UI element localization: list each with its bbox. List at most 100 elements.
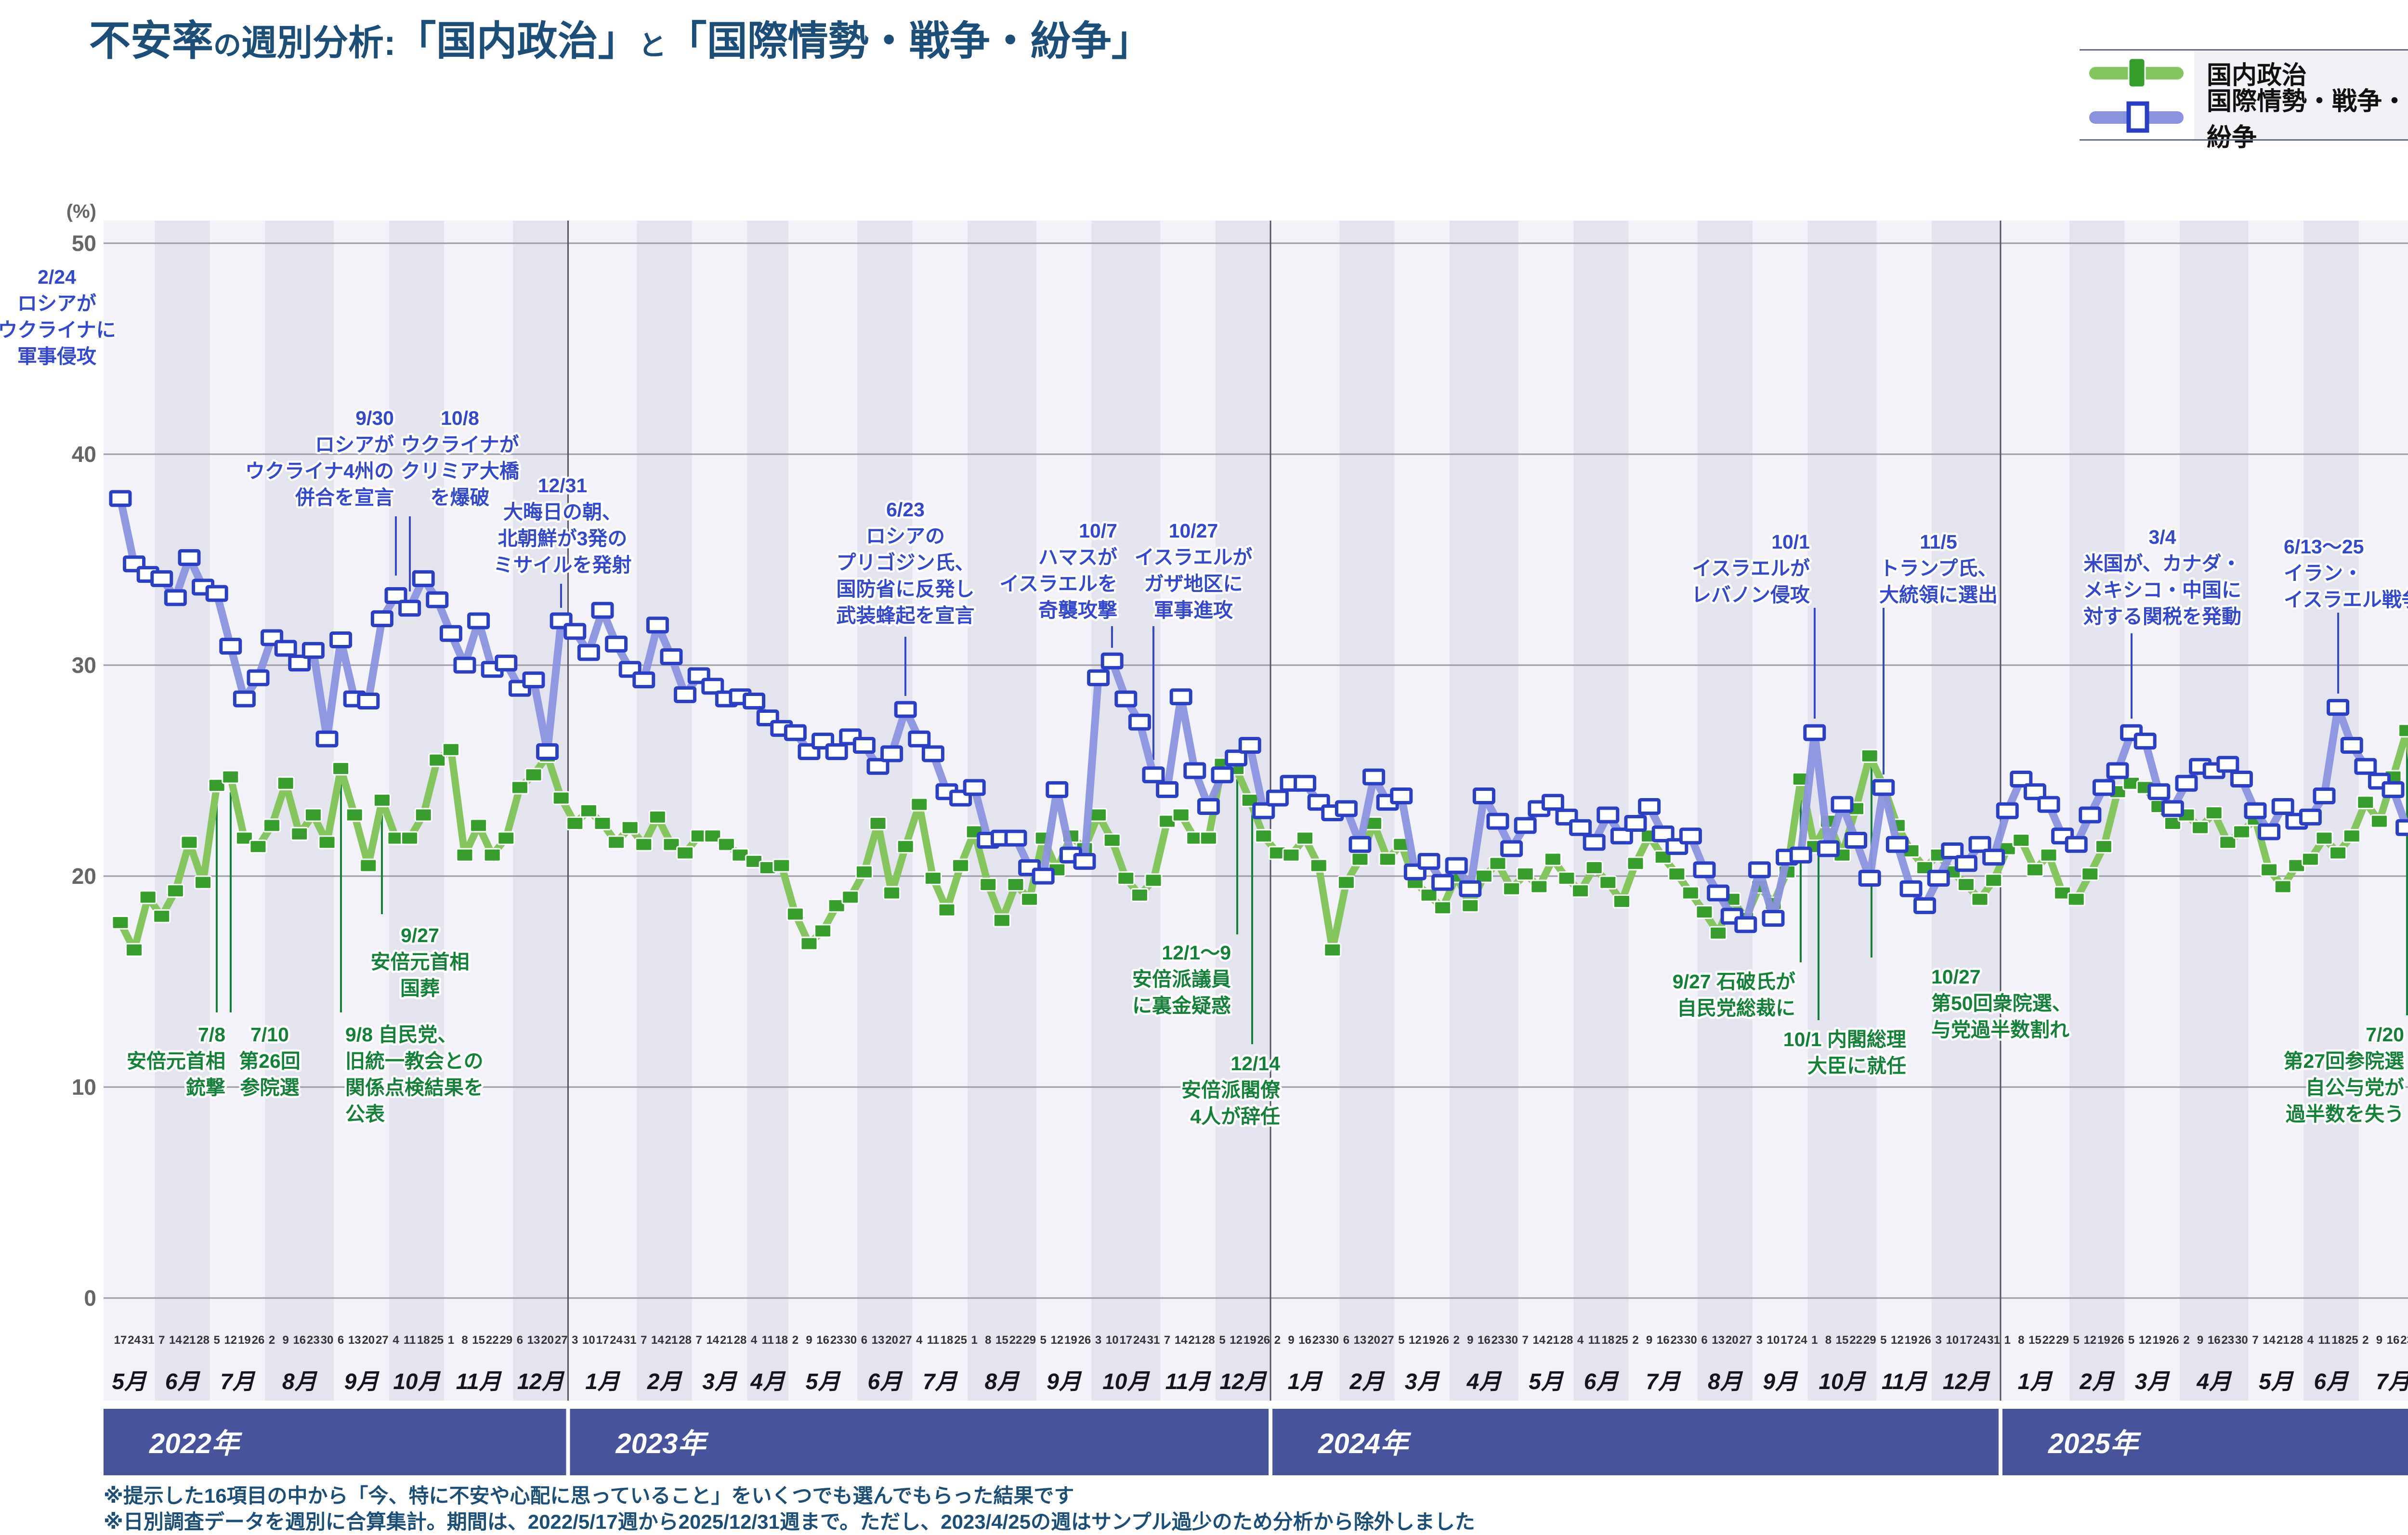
- domestic-data-point: [1586, 861, 1602, 874]
- week-tick-label: 26: [1918, 1334, 1931, 1347]
- week-tick-label: 16: [293, 1334, 306, 1347]
- week-tick-label: 16: [1657, 1334, 1670, 1347]
- international-data-point: [2163, 802, 2182, 815]
- week-tick-label: 29: [2056, 1334, 2069, 1347]
- international-data-point: [1213, 768, 1232, 782]
- domestic-data-point: [580, 804, 597, 817]
- international-data-point: [1461, 882, 1480, 895]
- week-tick-label: 3: [572, 1334, 578, 1347]
- international-data-point: [249, 671, 268, 684]
- week-tick-label: 30: [844, 1334, 857, 1347]
- week-tick-label: 25: [2345, 1334, 2358, 1347]
- domestic-data-point: [980, 879, 996, 891]
- week-tick-label: 18: [1601, 1334, 1614, 1347]
- week-tick-label: 3: [1756, 1334, 1763, 1347]
- international-data-point: [2067, 838, 2086, 851]
- week-tick-label: 5: [2128, 1334, 2134, 1347]
- domestic-data-point: [1558, 872, 1575, 884]
- domestic-data-point: [856, 866, 872, 878]
- week-tick-label: 7: [1164, 1334, 1170, 1347]
- international-data-point: [2232, 773, 2251, 786]
- week-tick-label: 28: [2290, 1334, 2303, 1347]
- week-tick-label: 18: [417, 1334, 430, 1347]
- month-band: [1932, 221, 2001, 1401]
- international-data-point: [1571, 821, 1590, 834]
- international-data-point: [1419, 854, 1439, 868]
- domestic-data-point: [2233, 826, 2250, 838]
- week-tick-label: 5: [2073, 1334, 2080, 1347]
- international-data-point: [1089, 671, 1108, 684]
- month-label: 6月: [2314, 1369, 2350, 1394]
- week-tick-label: 29: [1863, 1334, 1876, 1347]
- week-tick-label: 18: [941, 1334, 954, 1347]
- international-data-point: [331, 633, 351, 646]
- international-data-point: [166, 591, 185, 604]
- month-band: [692, 221, 747, 1401]
- international-data-point: [1075, 854, 1094, 868]
- international-data-point: [1047, 783, 1067, 796]
- international-data-point: [441, 627, 460, 640]
- week-tick-label: 27: [899, 1334, 912, 1347]
- domestic-data-point: [2041, 849, 2057, 861]
- week-tick-label: 7: [641, 1334, 647, 1347]
- international-data-point: [2383, 783, 2403, 796]
- month-label: 9月: [1047, 1369, 1082, 1394]
- week-tick-label: 1: [2004, 1334, 2011, 1347]
- domestic-data-point: [443, 743, 459, 756]
- international-data-point: [1984, 851, 2003, 864]
- month-label: 7月: [923, 1369, 958, 1394]
- month-label: 11月: [1165, 1369, 1212, 1394]
- week-tick-label: 16: [1298, 1334, 1311, 1347]
- international-data-point: [2342, 738, 2361, 752]
- domestic-data-point: [511, 781, 528, 794]
- international-data-point: [2329, 701, 2348, 714]
- week-tick-label: 27: [1381, 1334, 1394, 1347]
- domestic-data-point: [2206, 807, 2222, 819]
- week-tick-label: 4: [751, 1334, 758, 1347]
- international-data-point: [2218, 758, 2238, 771]
- month-label: 6月: [165, 1369, 201, 1394]
- y-axis-unit-label: (%): [66, 201, 96, 222]
- week-tick-label: 23: [1312, 1334, 1325, 1347]
- week-tick-label: 17: [1960, 1334, 1973, 1347]
- week-tick-label: 15: [2028, 1334, 2042, 1347]
- week-tick-label: 2: [792, 1334, 798, 1347]
- week-tick-label: 2: [1453, 1334, 1460, 1347]
- week-tick-label: 3: [1095, 1334, 1101, 1347]
- week-tick-label: 21: [1546, 1334, 1559, 1347]
- international-data-point: [221, 640, 240, 653]
- week-tick-label: 2: [2362, 1334, 2369, 1347]
- domestic-data-point: [277, 777, 294, 789]
- international-data-point: [455, 658, 474, 672]
- week-tick-label: 31: [624, 1334, 637, 1347]
- domestic-data-point: [1256, 830, 1272, 842]
- week-tick-label: 8: [985, 1334, 991, 1347]
- week-tick-label: 20: [1726, 1334, 1739, 1347]
- y-axis-tick-label: 40: [72, 442, 96, 467]
- domestic-data-point: [1283, 849, 1299, 861]
- week-tick-label: 1: [971, 1334, 978, 1347]
- week-tick-label: 6: [517, 1334, 523, 1347]
- week-tick-label: 14: [651, 1334, 664, 1347]
- international-data-point: [1626, 817, 1645, 830]
- international-data-point: [1516, 819, 1535, 832]
- month-band: [747, 221, 788, 1401]
- year-band-label: 2025年: [2048, 1428, 2142, 1459]
- international-data-point: [1364, 770, 1384, 784]
- domestic-data-point: [319, 836, 335, 849]
- week-tick-label: 5: [1398, 1334, 1404, 1347]
- month-label: 1月: [585, 1369, 621, 1394]
- week-tick-label: 18: [775, 1334, 788, 1347]
- international-data-point: [538, 745, 557, 759]
- domestic-data-point: [953, 859, 969, 872]
- week-tick-label: 3: [1936, 1334, 1942, 1347]
- domestic-data-point: [1531, 880, 1547, 893]
- international-data-point: [1158, 783, 1177, 796]
- week-tick-label: 14: [1175, 1334, 1188, 1347]
- domestic-data-point: [484, 849, 500, 861]
- week-tick-label: 29: [1023, 1334, 1036, 1347]
- international-data-point: [1240, 738, 1259, 752]
- domestic-data-point: [1958, 879, 1974, 891]
- week-tick-label: 24: [610, 1334, 623, 1347]
- domestic-data-point: [1118, 872, 1134, 884]
